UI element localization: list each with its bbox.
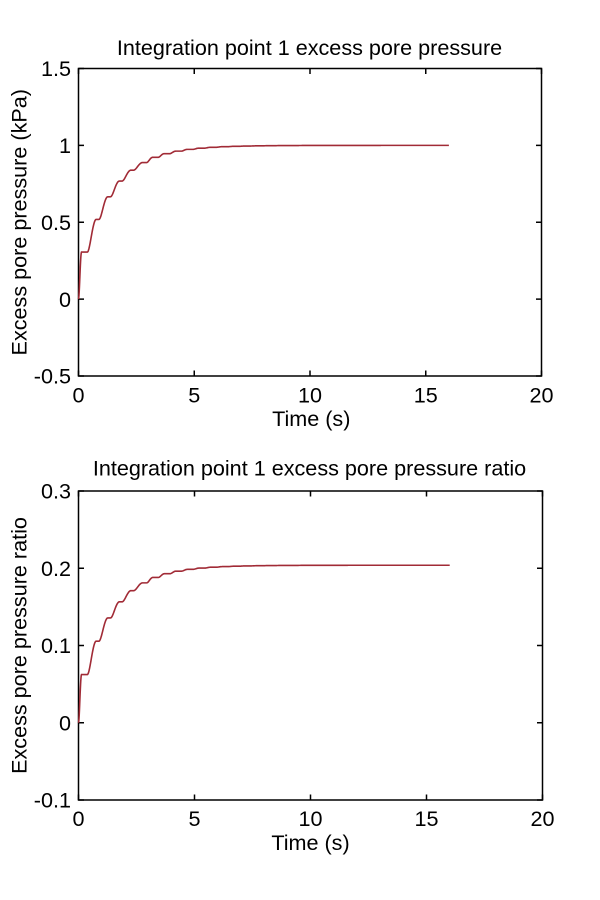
svg-text:0.2: 0.2: [41, 556, 71, 581]
svg-text:Excess pore pressure (kPa): Excess pore pressure (kPa): [7, 89, 32, 355]
svg-text:Integration point 1 excess por: Integration point 1 excess pore pressure: [117, 35, 502, 60]
svg-text:0: 0: [59, 287, 71, 312]
svg-text:Time (s): Time (s): [271, 830, 349, 855]
svg-text:20: 20: [530, 806, 554, 831]
svg-text:10: 10: [298, 383, 322, 408]
svg-text:Integration point 1 excess por: Integration point 1 excess pore pressure…: [93, 456, 526, 481]
svg-text:15: 15: [414, 806, 438, 831]
svg-text:-0.5: -0.5: [34, 364, 71, 389]
svg-text:5: 5: [188, 383, 200, 408]
svg-text:1: 1: [59, 133, 71, 158]
svg-text:0: 0: [72, 806, 84, 831]
svg-text:0: 0: [59, 710, 71, 735]
svg-text:15: 15: [414, 383, 438, 408]
svg-text:20: 20: [529, 383, 553, 408]
svg-text:0.1: 0.1: [41, 633, 71, 658]
svg-text:0: 0: [72, 383, 84, 408]
svg-text:10: 10: [298, 806, 322, 831]
svg-text:0.3: 0.3: [41, 479, 71, 504]
svg-text:-0.1: -0.1: [34, 788, 71, 813]
svg-text:5: 5: [188, 806, 200, 831]
svg-text:0.5: 0.5: [41, 210, 71, 235]
svg-text:Time (s): Time (s): [272, 406, 350, 431]
svg-text:1.5: 1.5: [41, 56, 71, 81]
svg-text:Excess pore pressure ratio: Excess pore pressure ratio: [7, 517, 32, 774]
